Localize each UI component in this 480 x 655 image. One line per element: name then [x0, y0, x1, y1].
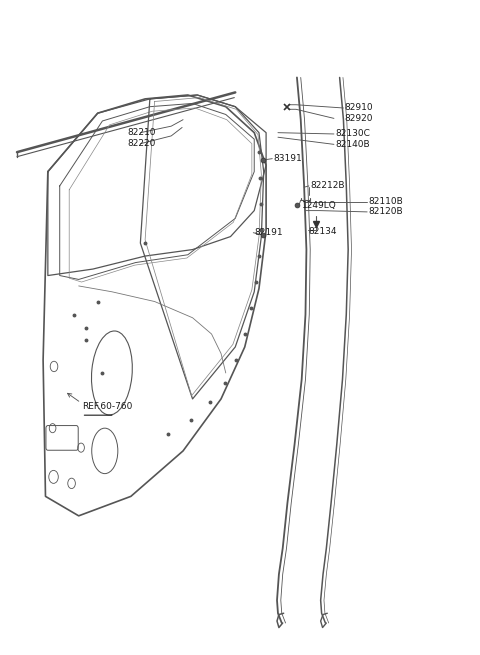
Text: 82220: 82220: [127, 140, 156, 148]
Text: 82212B: 82212B: [310, 181, 345, 191]
Text: 82920: 82920: [344, 114, 373, 123]
Text: 82191: 82191: [254, 228, 283, 237]
Text: 83191: 83191: [273, 154, 302, 163]
Text: 82134: 82134: [309, 227, 337, 236]
Text: 82120B: 82120B: [368, 208, 403, 216]
Text: 82910: 82910: [344, 103, 373, 113]
Text: 82110B: 82110B: [368, 197, 403, 206]
Text: 1249LQ: 1249LQ: [301, 201, 336, 210]
Text: REF.60-760: REF.60-760: [83, 402, 133, 411]
Text: 82130C: 82130C: [335, 130, 370, 138]
Text: 82210: 82210: [127, 128, 156, 137]
Text: 82140B: 82140B: [335, 140, 370, 149]
